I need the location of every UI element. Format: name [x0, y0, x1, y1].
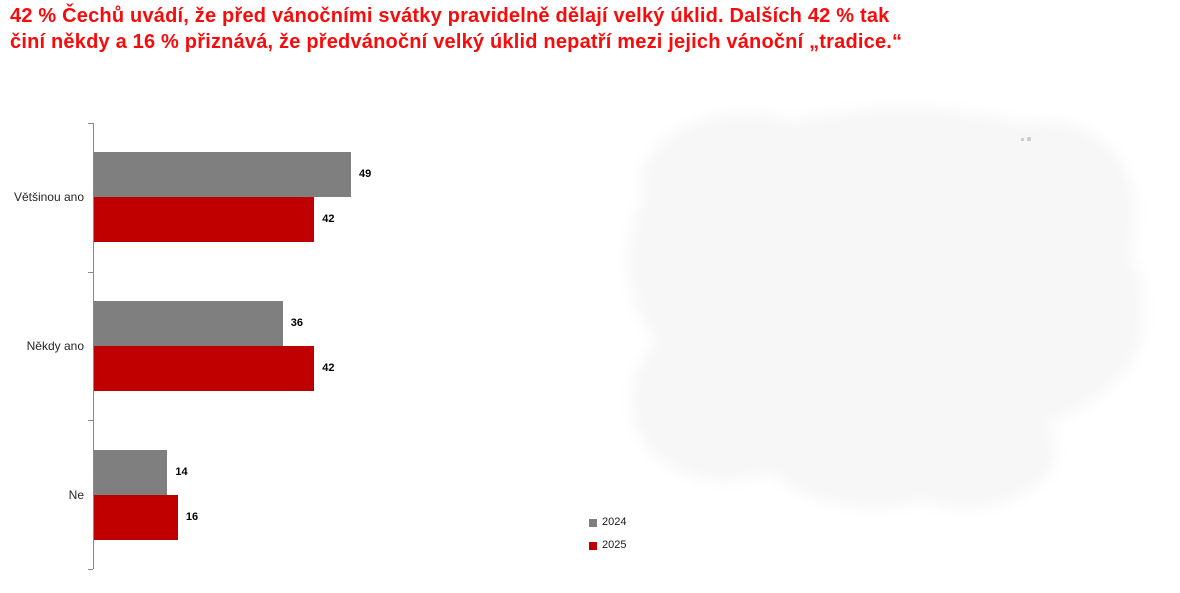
bar-value-label: 49 — [359, 168, 372, 181]
artifact-speck — [1021, 138, 1024, 141]
bar-value-label: 42 — [322, 213, 335, 226]
legend-item-2025: 2025 — [589, 539, 626, 552]
headline-line-1: 42 % Čechů uvádí, že před vánočními svát… — [10, 5, 890, 27]
artifact-speck — [1027, 137, 1031, 141]
legend-label-2025: 2025 — [602, 539, 627, 551]
axis-tick — [88, 420, 93, 422]
bar-value-label: 14 — [175, 465, 188, 478]
headline-line-2: činí někdy a 16 % přiznává, že předvánoč… — [10, 31, 903, 53]
legend-swatch-2025 — [589, 541, 597, 550]
bar-2025-0 — [94, 197, 315, 243]
headline: 42 % Čechů uvádí, že před vánočními svát… — [10, 3, 902, 55]
axis-tick — [88, 569, 93, 570]
axis-tick — [88, 123, 93, 124]
bar-2025-2 — [94, 494, 178, 540]
bar-value-label: 36 — [290, 317, 304, 329]
legend-label-2024: 2024 — [602, 516, 627, 528]
bar-value-label: 42 — [322, 362, 335, 374]
bar-2025-1 — [94, 346, 315, 391]
chart-legend: 2024 2025 — [589, 516, 626, 552]
category-label: Ne — [68, 487, 84, 502]
bar-value-label: 16 — [185, 510, 199, 523]
legend-swatch-2024 — [589, 518, 597, 527]
bar-2024-2 — [94, 449, 168, 495]
axis-tick — [88, 271, 93, 273]
category-label: Většinou ano — [13, 190, 84, 205]
legend-item-2024: 2024 — [589, 516, 626, 529]
bar-2024-0 — [94, 152, 351, 198]
bar-2024-1 — [94, 301, 283, 346]
category-axis — [93, 123, 94, 569]
category-label: Někdy ano — [26, 339, 84, 353]
